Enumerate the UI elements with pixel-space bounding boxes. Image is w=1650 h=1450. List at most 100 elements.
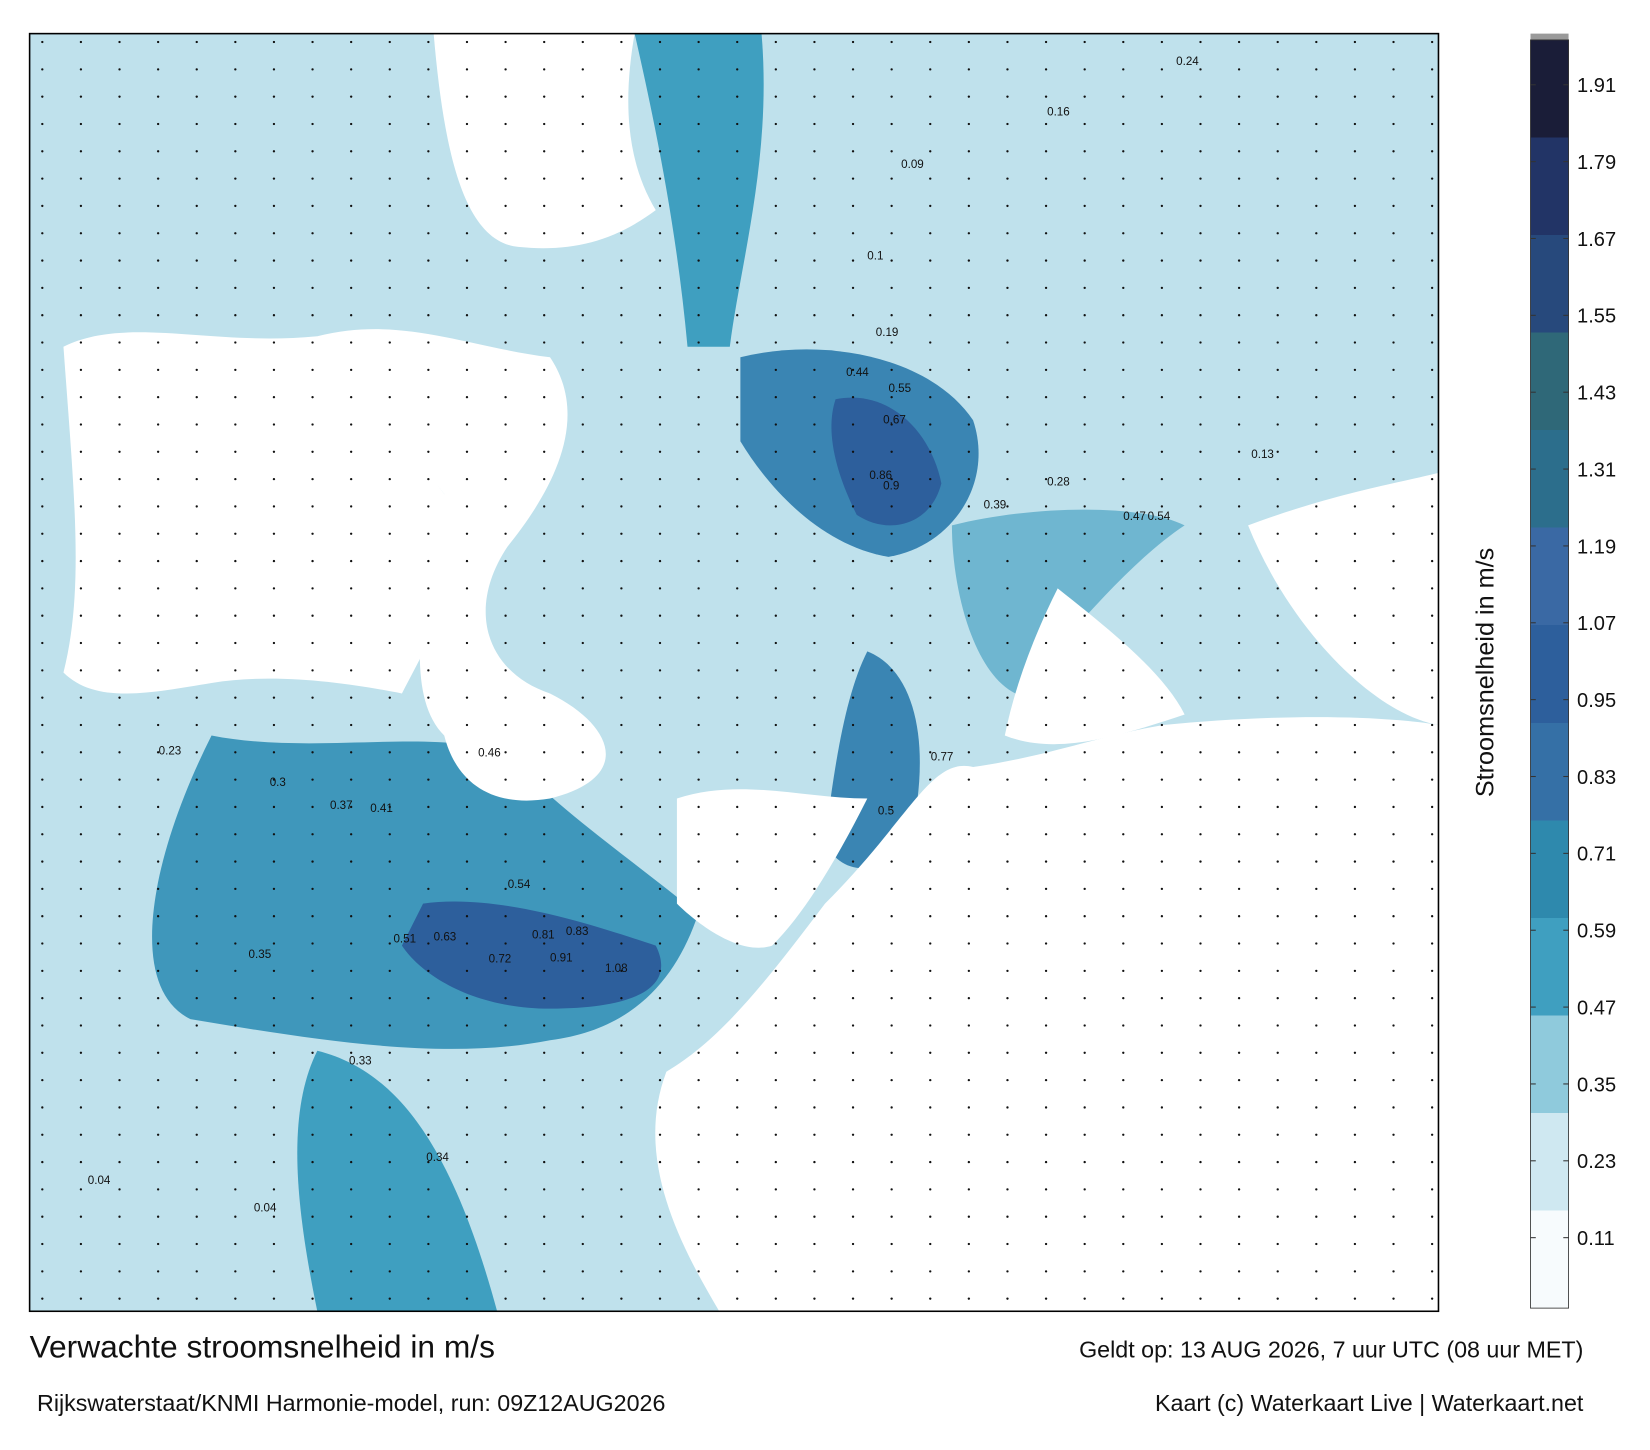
grid-dot: [504, 969, 507, 973]
grid-dot: [774, 1051, 777, 1054]
grid-dot: [427, 669, 430, 672]
grid-dot: [929, 1188, 932, 1191]
grid-dot: [465, 1188, 469, 1191]
grid-dot: [658, 833, 662, 836]
grid-dot: [465, 505, 469, 508]
grid-dot: [1353, 778, 1357, 781]
grid-dot: [1430, 1051, 1434, 1054]
grid-dot: [1199, 778, 1202, 781]
grid-dot: [774, 368, 777, 372]
grid-dot: [311, 969, 314, 973]
grid-dot: [465, 942, 469, 945]
grid-dot: [41, 1051, 44, 1054]
grid-dot: [890, 1078, 893, 1082]
grid-dot: [427, 614, 430, 617]
grid-dot: [1160, 1024, 1164, 1027]
grid-dot: [1006, 95, 1009, 98]
grid-dot: [349, 1297, 353, 1300]
grid-dot: [1430, 1242, 1434, 1246]
grid-dot: [156, 1188, 160, 1191]
grid-dot: [427, 1188, 430, 1191]
grid-dot: [890, 1242, 893, 1246]
grid-dot: [79, 969, 83, 973]
grid-dot: [697, 641, 700, 645]
grid-dot: [774, 396, 777, 399]
grid-dot: [620, 68, 623, 71]
grid-dot: [1044, 532, 1048, 535]
grid-dot: [697, 805, 700, 809]
grid-dot: [929, 95, 932, 98]
grid-dot: [234, 532, 237, 535]
grid-dot: [1122, 942, 1125, 945]
grid-dot: [1430, 68, 1434, 71]
grid-dot: [736, 450, 739, 453]
grid-dot: [1430, 723, 1434, 727]
grid-dot: [1122, 915, 1125, 918]
grid-dot: [1276, 969, 1279, 973]
grid-dot: [620, 286, 623, 290]
grid-dot: [79, 368, 83, 372]
grid-dot: [1315, 778, 1318, 781]
grid-dot: [890, 559, 893, 563]
grid-dot: [658, 887, 662, 891]
grid-dot: [1122, 204, 1125, 208]
grid-dot: [1044, 587, 1048, 590]
grid-dot: [813, 259, 816, 262]
grid-dot: [349, 915, 353, 918]
grid-dot: [813, 423, 816, 426]
grid-dot: [311, 641, 314, 645]
grid-dot: [504, 669, 507, 672]
grid-dot: [697, 915, 700, 918]
grid-dot: [311, 559, 314, 563]
grid-dot: [1353, 587, 1357, 590]
grid-dot: [774, 833, 777, 836]
grid-dot: [272, 669, 276, 672]
grid-dot: [349, 204, 353, 208]
grid-dot: [1392, 969, 1395, 973]
grid-dot: [774, 1297, 777, 1300]
grid-dot: [890, 641, 893, 645]
grid-dot: [1006, 68, 1009, 71]
grid-dot: [41, 1297, 44, 1300]
grid-dot: [1430, 969, 1434, 973]
grid-dot: [195, 833, 198, 836]
grid-dot: [79, 450, 83, 453]
grid-dot: [79, 505, 83, 508]
grid-dot: [195, 1133, 198, 1136]
grid-dot: [195, 805, 198, 809]
grid-dot: [388, 423, 391, 426]
grid-dot: [890, 587, 893, 590]
grid-dot: [79, 587, 83, 590]
grid-dot: [1276, 723, 1279, 727]
grid-dot: [543, 997, 546, 1000]
grid-dot: [504, 450, 507, 453]
grid-dot: [1353, 150, 1357, 153]
grid-dot: [1276, 778, 1279, 781]
grid-dot: [1160, 532, 1164, 535]
grid-dot: [1392, 477, 1395, 481]
grid-dot: [234, 341, 237, 344]
grid-dot: [1160, 341, 1164, 344]
grid-dot: [736, 177, 739, 180]
grid-dot: [1083, 997, 1086, 1000]
grid-dot: [1160, 232, 1164, 235]
grid-dot: [581, 1160, 584, 1164]
grid-dot: [156, 68, 160, 71]
grid-dot: [1199, 1024, 1202, 1027]
grid-dot: [929, 559, 932, 563]
grid-dot: [1353, 1051, 1357, 1054]
grid-dot: [1276, 450, 1279, 453]
grid-dot: [156, 177, 160, 180]
grid-dot: [774, 177, 777, 180]
grid-dot: [272, 204, 276, 208]
grid-dot: [658, 1160, 662, 1164]
grid-dot: [697, 122, 700, 126]
grid-dot: [620, 751, 623, 754]
grid-dot: [1044, 368, 1048, 372]
grid-dot: [967, 587, 971, 590]
grid-dot: [929, 696, 932, 699]
grid-dot: [581, 396, 584, 399]
grid-dot: [349, 95, 353, 98]
grid-dot: [581, 1024, 584, 1027]
